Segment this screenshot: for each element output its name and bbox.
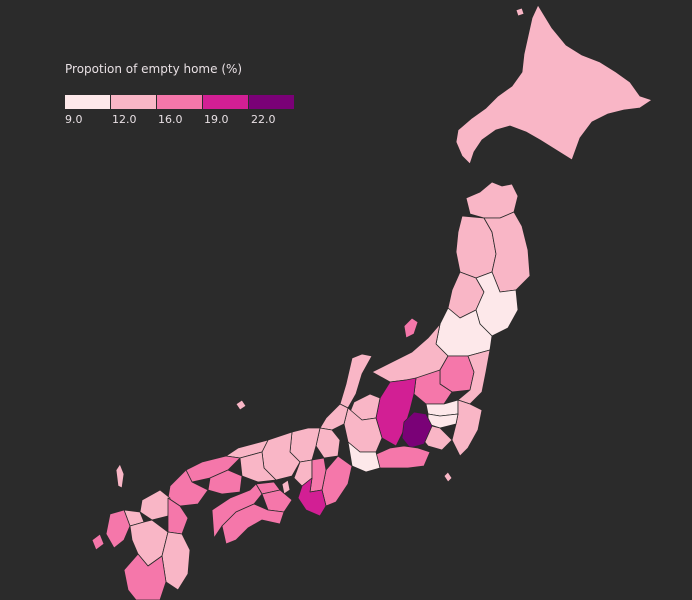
region-fukui[interactable]: [319, 403, 349, 431]
region-kagoshima[interactable]: [123, 553, 167, 600]
region-yamanashi[interactable]: [401, 411, 433, 449]
region-gunma[interactable]: [413, 369, 453, 405]
region-shizuoka[interactable]: [371, 445, 431, 469]
region-hokkaido[interactable]: [455, 4, 653, 165]
region-shiga[interactable]: [315, 427, 341, 459]
region-tsushima: [115, 463, 125, 489]
region-miyagi[interactable]: [475, 271, 519, 337]
region-goto-islands: [91, 533, 105, 551]
region-iwate[interactable]: [483, 211, 531, 293]
region-oki: [235, 399, 247, 411]
legend-swatch-1: [65, 95, 111, 109]
region-sado: [403, 317, 419, 339]
legend-swatches: [65, 95, 297, 109]
legend-tick-12: 12.0: [112, 113, 137, 126]
region-tokushima[interactable]: [261, 489, 293, 513]
region-fukuoka[interactable]: [139, 489, 171, 521]
region-ehime[interactable]: [211, 483, 263, 539]
legend-title: Propotion of empty home (%): [65, 62, 243, 76]
legend-swatch-5: [249, 95, 295, 109]
legend-tick-22: 22.0: [251, 113, 276, 126]
region-awaji: [281, 479, 291, 495]
region-tochigi[interactable]: [439, 355, 475, 393]
region-mie[interactable]: [321, 455, 353, 507]
region-izu-islands: [443, 471, 453, 483]
legend-tick-16: 16.0: [158, 113, 183, 126]
region-wakayama[interactable]: [297, 477, 327, 517]
legend-swatch-2: [111, 95, 157, 109]
region-aomori[interactable]: [465, 181, 519, 219]
region-shimane[interactable]: [185, 455, 241, 483]
region-ishikawa[interactable]: [339, 353, 373, 409]
legend-tick-19: 19.0: [204, 113, 229, 126]
legend-tick-9: 9.0: [65, 113, 83, 126]
region-rishiri: [515, 7, 525, 17]
legend: Propotion of empty home (%) 9.0 12.0 16.…: [65, 62, 305, 132]
legend-swatch-4: [203, 95, 249, 109]
region-nagasaki[interactable]: [105, 509, 131, 549]
legend-swatch-3: [157, 95, 203, 109]
region-kochi[interactable]: [221, 503, 285, 545]
